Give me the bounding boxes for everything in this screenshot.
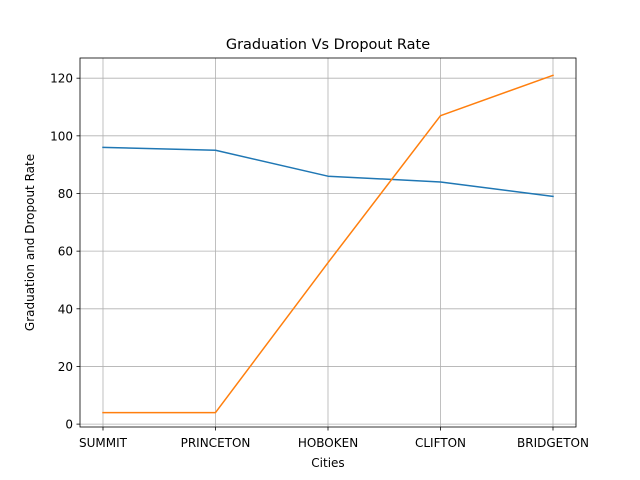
y-tick-label: 40: [58, 302, 73, 316]
x-axis-label: Cities: [311, 456, 344, 470]
chart-title: Graduation Vs Dropout Rate: [226, 37, 430, 53]
y-tick-label: 20: [58, 360, 73, 374]
y-tick-label: 100: [50, 129, 73, 143]
grid: [80, 58, 576, 427]
x-tick-label: HOBOKEN: [298, 436, 358, 450]
x-tick-label: BRIDGETON: [517, 436, 589, 450]
y-axis-label: Graduation and Dropout Rate: [23, 154, 37, 331]
series-group: [102, 74, 554, 414]
series-line-2: [102, 74, 554, 414]
y-tick-label: 60: [58, 245, 73, 259]
x-tick-label: SUMMIT: [79, 436, 128, 450]
series-line-1: [102, 146, 554, 198]
ticks: SUMMIT PRINCETON HOBOKEN CLIFTON BRIDGETON 0 2…: [50, 72, 589, 450]
x-tick-label: PRINCETON: [181, 436, 251, 450]
x-tick-label: CLIFTON: [415, 436, 466, 450]
y-tick-label: 120: [50, 72, 73, 86]
y-tick-label: 80: [58, 187, 73, 201]
y-tick-label: 0: [65, 418, 73, 432]
